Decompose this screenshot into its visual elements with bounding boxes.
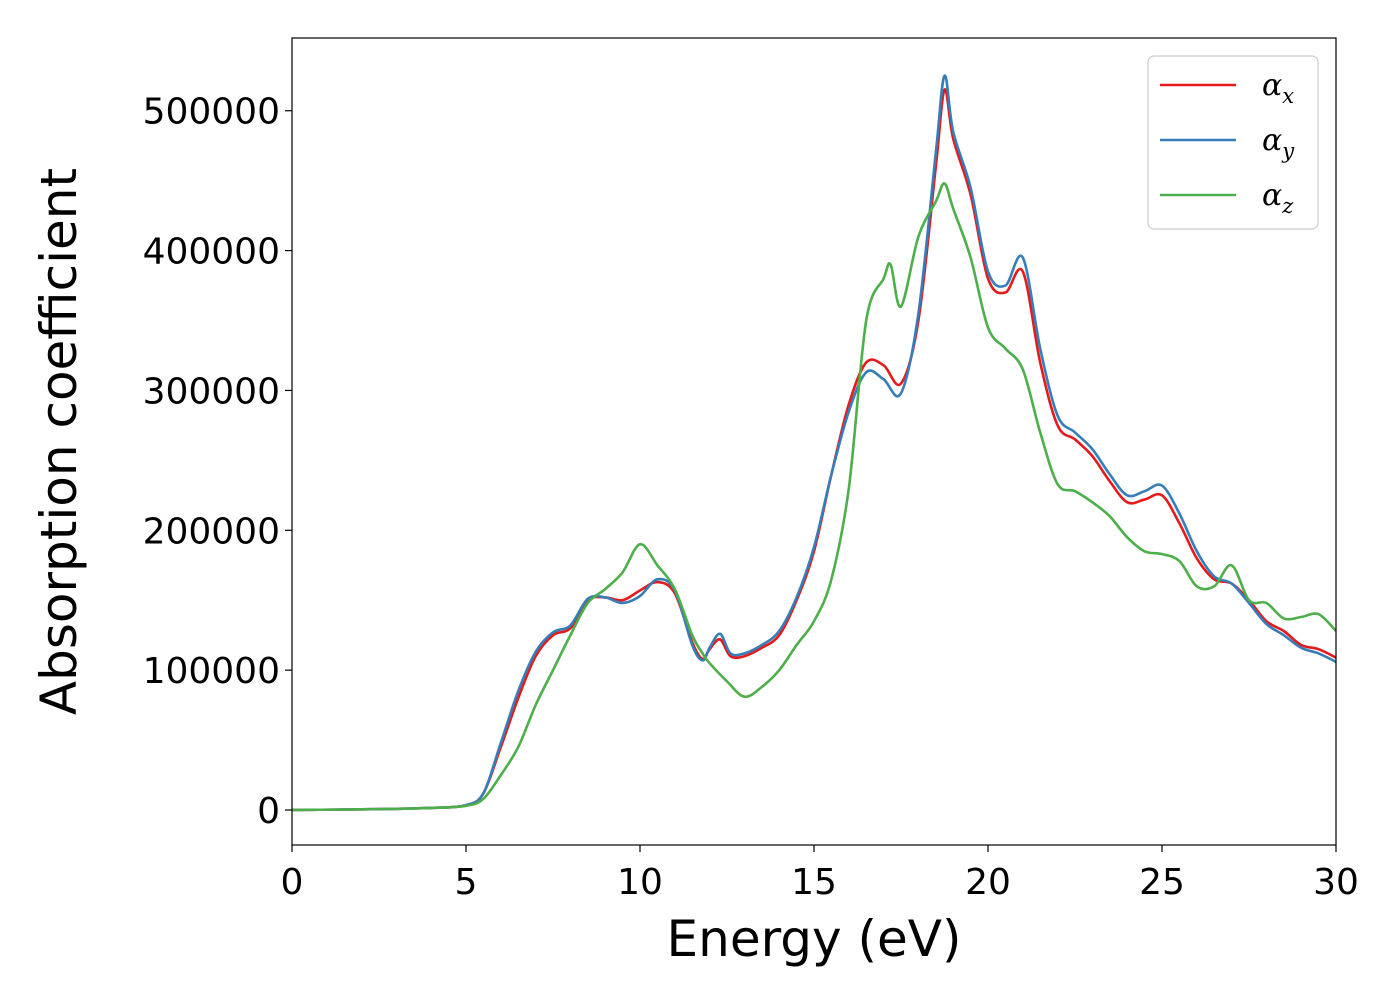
x-tick-label: 25 (1139, 862, 1185, 903)
x-tick-label: 5 (455, 862, 478, 903)
x-tick-label: 10 (617, 862, 663, 903)
series-layer (292, 74, 1336, 812)
x-axis-ticks: 0 5 10 15 20 25 30 (281, 845, 1359, 903)
x-tick-label: 0 (281, 862, 304, 903)
legend-subscript-z: z (1281, 194, 1294, 218)
y-tick-label: 300000 (143, 371, 280, 412)
y-tick-label: 500000 (143, 92, 280, 133)
legend-subscript-x: x (1282, 84, 1294, 108)
y-tick-label: 400000 (143, 232, 280, 273)
legend-box (1147, 55, 1319, 230)
y-tick-label: 200000 (143, 511, 280, 552)
y-axis-ticks: 0 100000 200000 300000 400000 500000 (143, 92, 292, 832)
series-line-y (292, 74, 1336, 812)
y-tick-label: 0 (257, 791, 280, 832)
y-tick-label: 100000 (143, 651, 280, 692)
x-tick-label: 30 (1313, 862, 1359, 903)
y-axis-label: Absorption coefficient (30, 168, 88, 715)
x-axis-label: Energy (eV) (667, 910, 962, 968)
legend-subscript-y: y (1281, 139, 1295, 163)
x-tick-label: 20 (965, 862, 1011, 903)
x-tick-label: 15 (791, 862, 837, 903)
series-line-z (292, 182, 1336, 812)
